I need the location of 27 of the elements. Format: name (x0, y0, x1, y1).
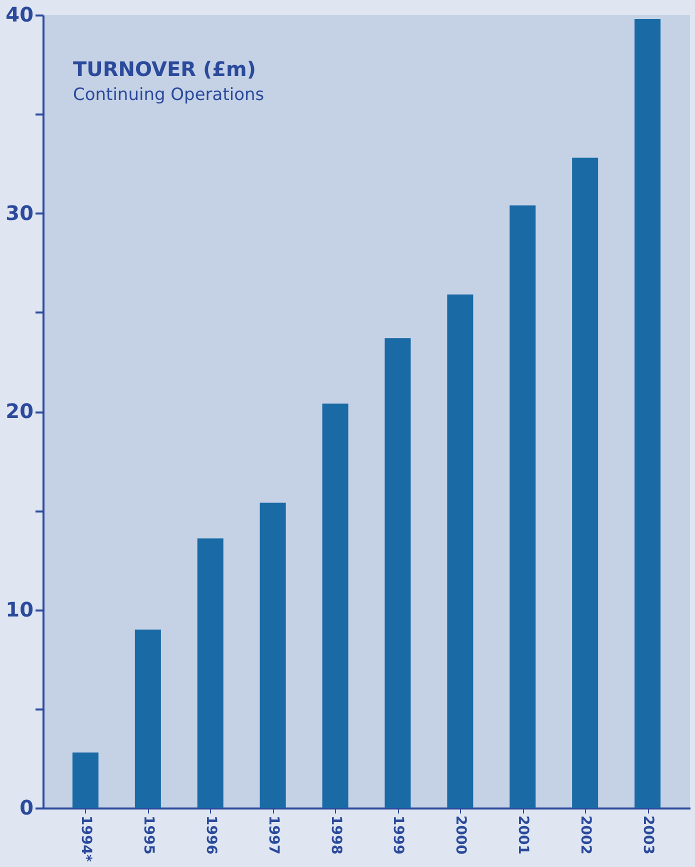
x-tick-label: 1994* (78, 816, 94, 862)
y-tick-label: 0 (20, 796, 34, 820)
x-tick-label: 1997 (265, 816, 282, 854)
x-tick-label: 2001 (515, 816, 532, 854)
bar (447, 294, 474, 808)
bar (384, 338, 411, 808)
bar (260, 502, 286, 808)
bar (197, 538, 224, 808)
x-tick-label: 1999 (390, 816, 406, 854)
x-tick-label: 1998 (328, 816, 344, 854)
text: TURNOVER (£m) (73, 57, 256, 81)
y-tick-label: 30 (6, 200, 34, 225)
bar (510, 205, 536, 808)
bar (634, 18, 661, 808)
x-tick-label: 2003 (640, 816, 656, 854)
bar (572, 158, 598, 808)
x-tick-label: 1996 (202, 816, 219, 854)
bar (134, 630, 161, 808)
bar (72, 752, 98, 808)
y-tick-label: 10 (6, 597, 34, 622)
y-tick-label: 20 (6, 399, 34, 423)
y-tick-label: 40 (6, 2, 34, 26)
text: Continuing Operations (73, 85, 264, 105)
x-tick-label: 2000 (452, 816, 469, 855)
x-tick-label: 2002 (578, 816, 594, 854)
bar (322, 404, 348, 808)
x-tick-label: 1995 (140, 816, 156, 854)
